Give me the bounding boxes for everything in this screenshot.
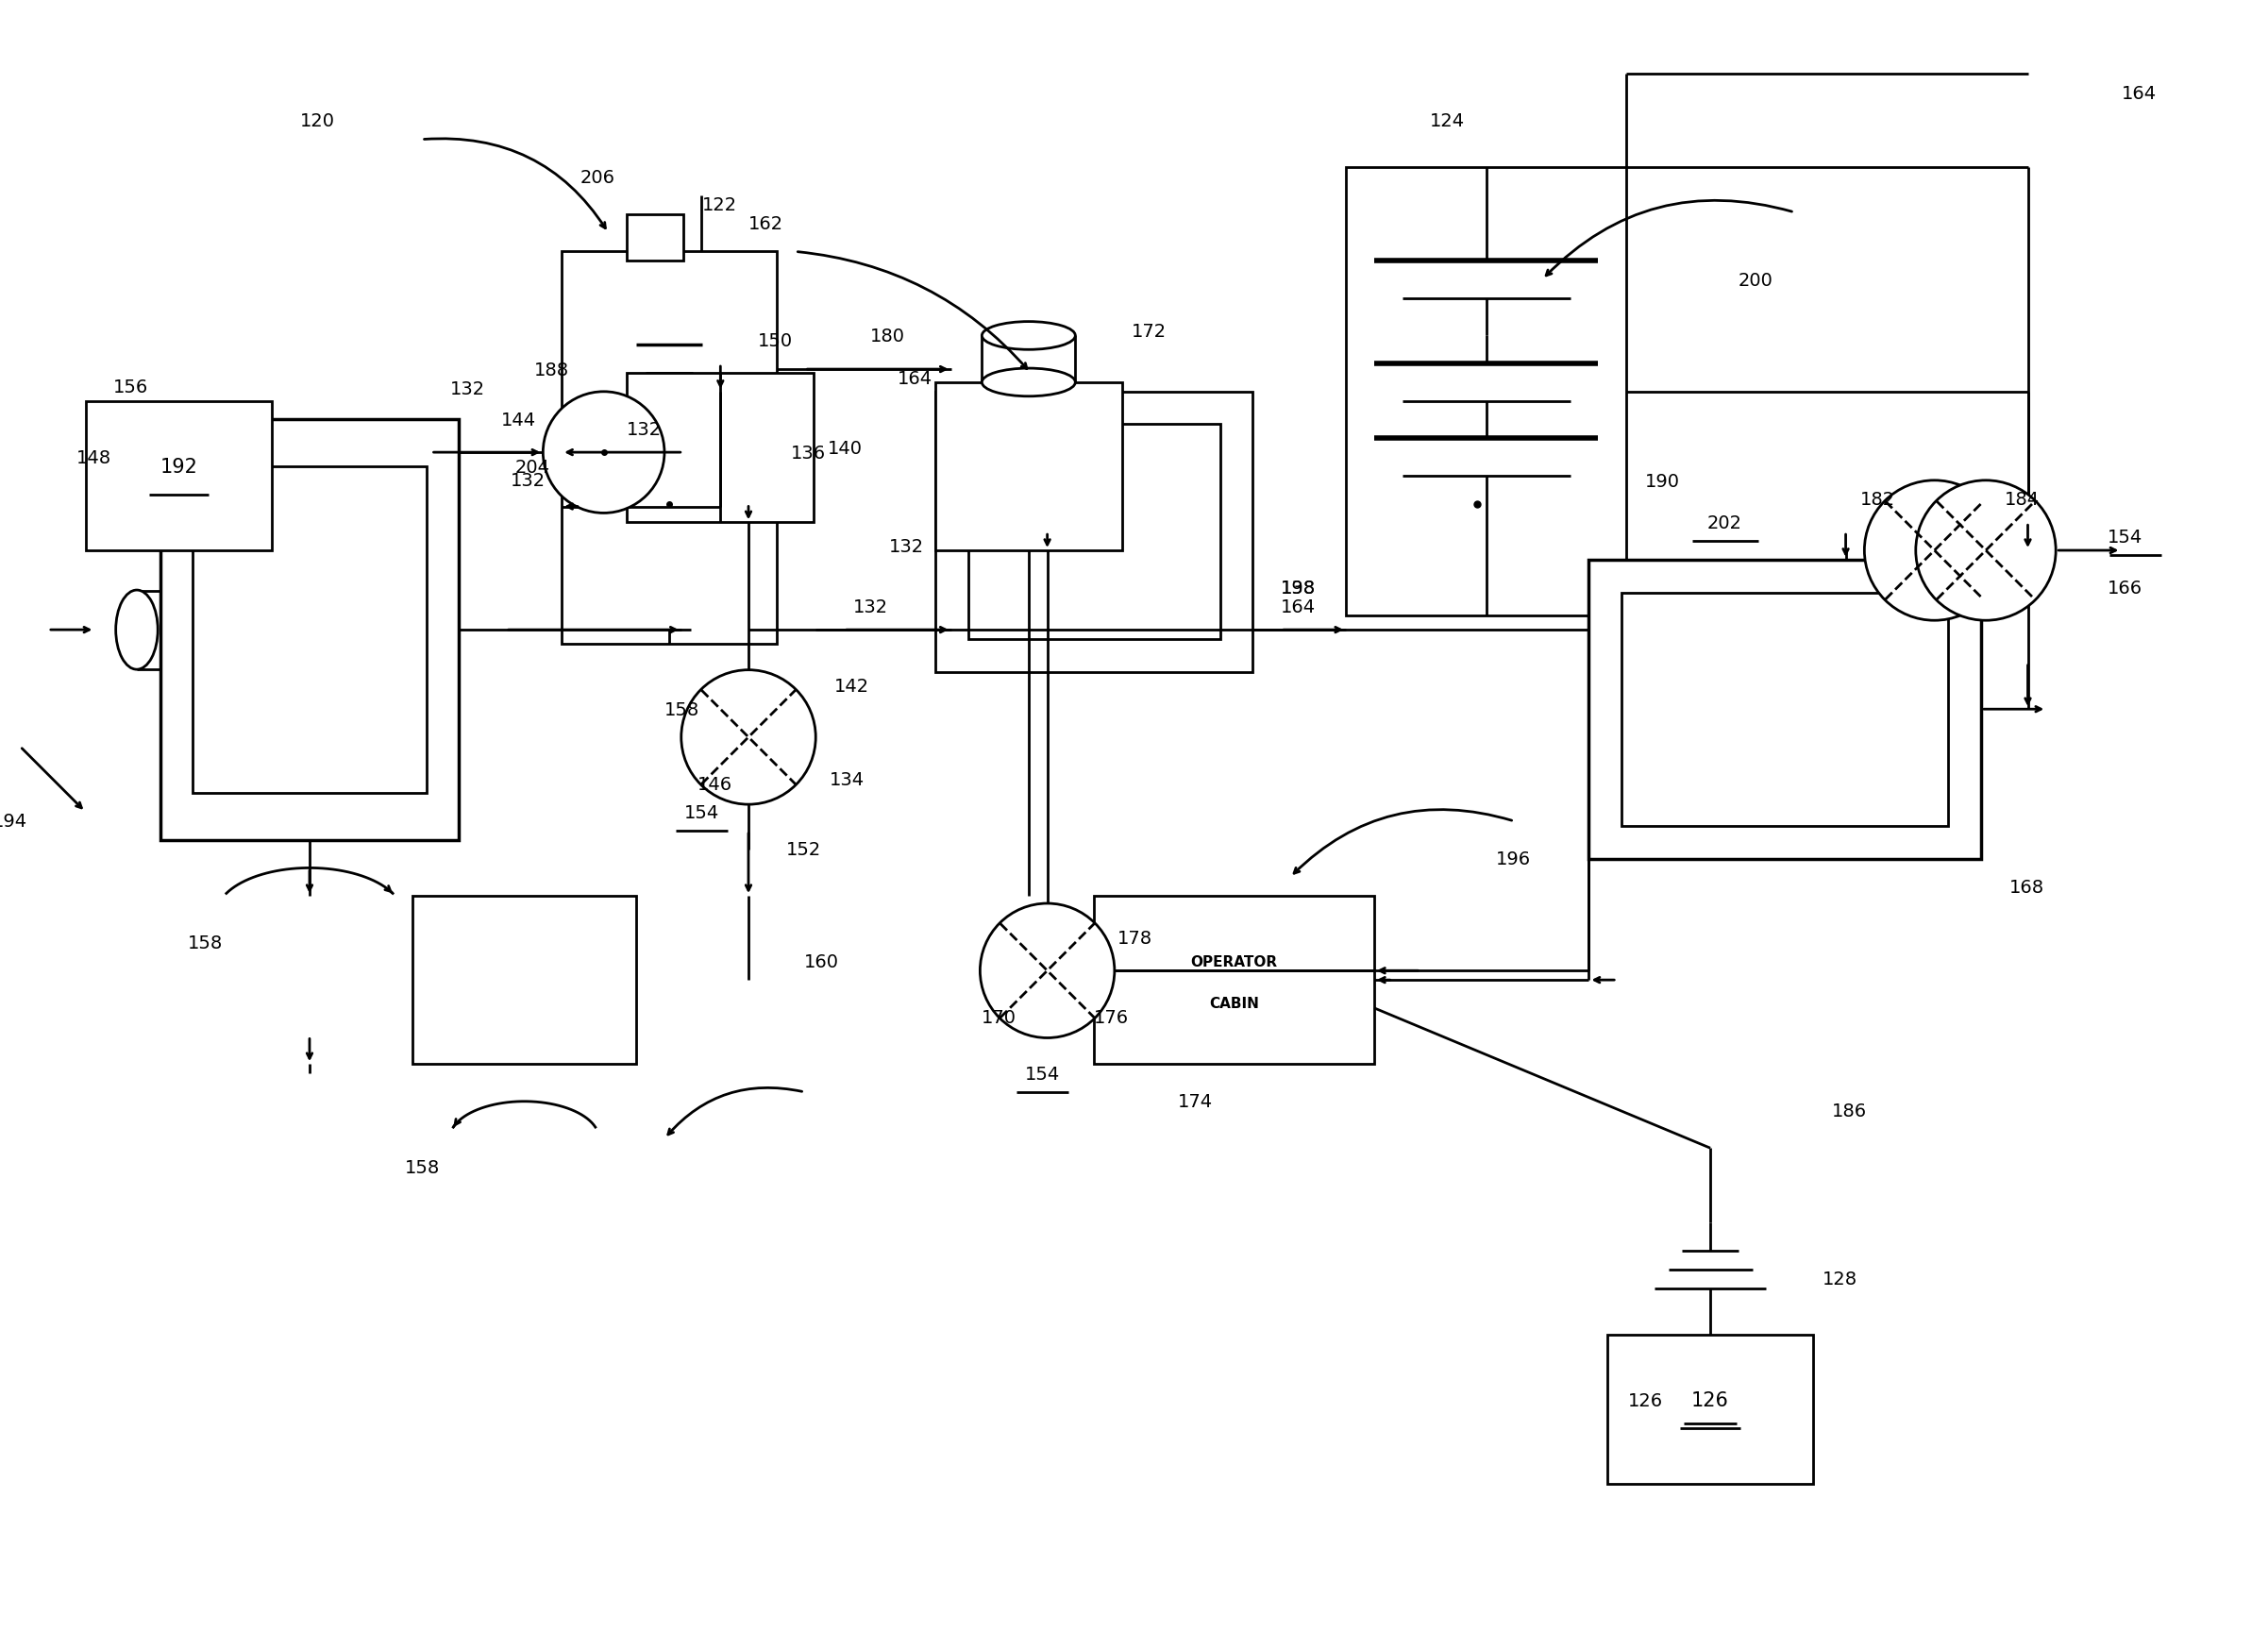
Circle shape [542, 392, 665, 514]
Text: 178: 178 [1118, 929, 1152, 947]
Text: CABIN: CABIN [1209, 996, 1259, 1011]
Text: 148: 148 [77, 449, 111, 467]
Text: 184: 184 [2005, 490, 2039, 508]
Text: 200: 200 [1737, 271, 1774, 289]
Text: 154: 154 [2107, 527, 2143, 545]
Text: 120: 120 [299, 113, 336, 131]
Text: OPERATOR: OPERATOR [1191, 955, 1277, 968]
Bar [86, 402, 272, 550]
Text: 176: 176 [1093, 1009, 1129, 1027]
Text: 132: 132 [510, 472, 544, 490]
Text: 164: 164 [898, 371, 932, 389]
Text: 164: 164 [2121, 85, 2157, 103]
Bar [626, 374, 814, 523]
Text: 186: 186 [1833, 1102, 1867, 1120]
Circle shape [680, 671, 816, 805]
Text: 190: 190 [1644, 474, 1681, 492]
Text: 168: 168 [2009, 879, 2043, 897]
Bar [1608, 1336, 1812, 1484]
Text: 160: 160 [805, 952, 839, 970]
Bar [413, 897, 637, 1065]
Text: 154: 154 [1025, 1065, 1059, 1083]
Circle shape [1916, 482, 2055, 621]
Bar [968, 425, 1220, 640]
Text: 194: 194 [0, 813, 27, 831]
Text: 182: 182 [1860, 490, 1894, 508]
Ellipse shape [116, 591, 159, 670]
Text: 122: 122 [701, 196, 737, 214]
Text: 132: 132 [889, 537, 923, 555]
Text: 154: 154 [685, 803, 719, 821]
Bar [1590, 560, 1982, 859]
Text: 158: 158 [665, 701, 699, 719]
Text: 198: 198 [1281, 580, 1315, 598]
Ellipse shape [982, 322, 1075, 349]
Text: 140: 140 [828, 439, 862, 457]
Bar [193, 467, 426, 794]
Text: 188: 188 [533, 361, 569, 379]
Text: 172: 172 [1132, 323, 1166, 341]
Text: 134: 134 [830, 771, 864, 789]
Text: 126: 126 [1628, 1391, 1662, 1409]
Text: 132: 132 [449, 380, 485, 398]
Text: 166: 166 [2107, 580, 2143, 598]
Ellipse shape [982, 369, 1075, 397]
Text: 142: 142 [835, 678, 869, 696]
Bar [934, 382, 1123, 550]
Text: 164: 164 [1281, 598, 1315, 616]
Bar [562, 251, 776, 645]
Text: 192: 192 [161, 457, 197, 477]
Text: 126: 126 [1692, 1391, 1728, 1409]
Text: 152: 152 [785, 841, 821, 859]
Text: 128: 128 [1823, 1270, 1857, 1288]
Circle shape [980, 903, 1114, 1039]
Bar [626, 216, 683, 261]
Text: 206: 206 [581, 168, 615, 186]
Text: 180: 180 [871, 327, 905, 345]
Bar [934, 392, 1252, 673]
Text: 158: 158 [404, 1158, 440, 1176]
Text: 156: 156 [113, 379, 150, 397]
Text: 170: 170 [982, 1009, 1016, 1027]
Text: 202: 202 [1706, 514, 1742, 532]
Bar [1093, 897, 1374, 1065]
Text: 132: 132 [626, 421, 662, 439]
Text: 144: 144 [501, 412, 535, 429]
Text: 162: 162 [748, 216, 782, 234]
Text: 136: 136 [792, 444, 826, 462]
Text: 174: 174 [1177, 1092, 1213, 1110]
Text: 158: 158 [188, 934, 222, 952]
Text: 196: 196 [1495, 851, 1531, 867]
Bar [161, 420, 458, 841]
Circle shape [1864, 482, 2005, 621]
Text: 150: 150 [758, 331, 794, 349]
Text: 132: 132 [853, 598, 889, 616]
Bar [1347, 168, 1626, 616]
Text: 146: 146 [696, 776, 733, 794]
Text: 204: 204 [515, 459, 549, 477]
Text: 124: 124 [1431, 113, 1465, 131]
Text: 138: 138 [1281, 580, 1315, 598]
Bar [1622, 593, 1948, 826]
